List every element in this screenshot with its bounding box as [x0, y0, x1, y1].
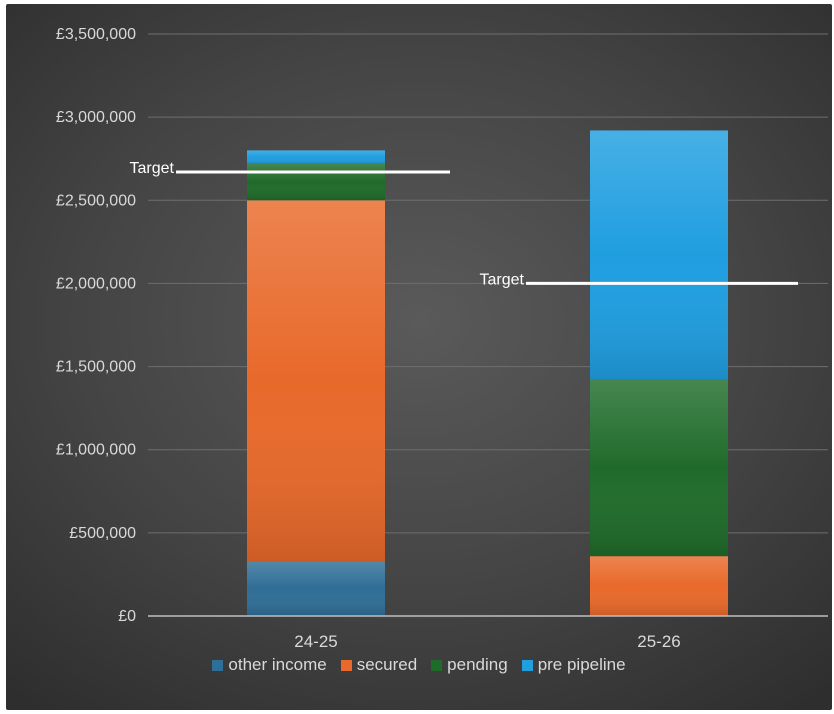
bar-segment-shade: [247, 200, 385, 562]
legend-item: pending: [431, 655, 508, 675]
legend-label: pending: [447, 655, 508, 674]
y-tick-label: £500,000: [69, 525, 136, 542]
chart-area: £0 £500,000 £1,000,000 £1,500,000 £2,000,000…: [6, 4, 832, 710]
target-label: Target: [130, 160, 175, 177]
legend-item: pre pipeline: [521, 655, 626, 675]
bar-segment-shade: [590, 130, 728, 380]
legend-label: other income: [228, 655, 327, 674]
y-tick-label: £3,500,000: [56, 26, 136, 43]
legend-swatch: [212, 659, 224, 671]
x-tick-label: 24-25: [294, 632, 337, 651]
legend-swatch: [521, 659, 533, 671]
legend-swatch: [340, 659, 352, 671]
y-tick-label: £0: [118, 608, 136, 625]
bar-segment-shade: [247, 150, 385, 164]
y-tick-label: £3,000,000: [56, 109, 136, 126]
x-axis-labels: 24-25 25-26: [294, 632, 680, 651]
target-label: Target: [480, 271, 525, 288]
y-tick-label: £2,500,000: [56, 192, 136, 209]
legend-item: secured: [340, 655, 418, 675]
bar-segment-shade: [247, 561, 385, 616]
y-tick-label: £2,000,000: [56, 275, 136, 292]
x-tick-label: 25-26: [637, 632, 680, 651]
bar-segment-shade: [590, 379, 728, 557]
stacked-bar-chart: £0 £500,000 £1,000,000 £1,500,000 £2,000,000…: [56, 26, 828, 651]
bar-segment-shade: [590, 556, 728, 616]
bar-segment-shade: [247, 163, 385, 201]
legend: other income secured pending pre pipeline: [6, 652, 832, 678]
legend-swatch: [431, 659, 443, 671]
y-tick-label: £1,500,000: [56, 359, 136, 376]
y-tick-label: £1,000,000: [56, 442, 136, 459]
bars: [247, 130, 728, 616]
legend-label: pre pipeline: [537, 655, 626, 674]
y-axis-labels: £0 £500,000 £1,000,000 £1,500,000 £2,000,000…: [56, 26, 136, 625]
legend-label: secured: [356, 655, 418, 674]
target-markers: Target Target: [130, 160, 798, 288]
legend-item: other income: [212, 655, 327, 675]
